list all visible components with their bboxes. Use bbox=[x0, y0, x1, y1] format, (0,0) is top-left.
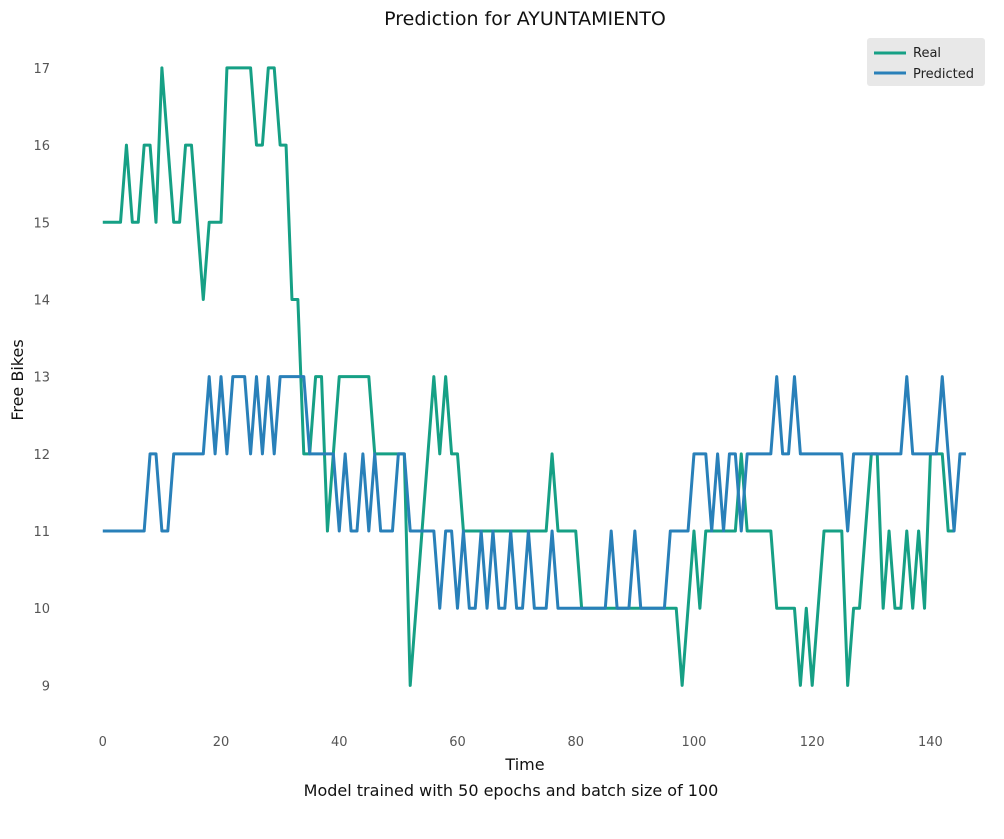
y-tick-label: 10 bbox=[33, 602, 50, 617]
y-tick-label: 16 bbox=[33, 139, 50, 154]
x-tick-label: 0 bbox=[99, 735, 107, 750]
chart-title: Prediction for AYUNTAMIENTO bbox=[384, 8, 666, 30]
x-tick-label: 140 bbox=[918, 735, 943, 750]
y-tick-label: 11 bbox=[33, 525, 50, 540]
chart-caption: Model trained with 50 epochs and batch s… bbox=[304, 781, 719, 800]
series-line-real bbox=[102, 66, 955, 687]
y-axis-label: Free Bikes bbox=[8, 339, 27, 420]
x-tick-label: 100 bbox=[682, 735, 707, 750]
y-tick-label: 13 bbox=[33, 371, 50, 386]
y-tick-label: 17 bbox=[33, 62, 50, 77]
x-axis-label: Time bbox=[504, 755, 544, 774]
legend-label-predicted: Predicted bbox=[913, 67, 974, 82]
y-tick-label: 15 bbox=[33, 216, 50, 231]
series-line-predicted bbox=[102, 375, 966, 610]
x-tick-label: 120 bbox=[800, 735, 825, 750]
x-tick-label: 80 bbox=[567, 735, 584, 750]
legend: Real Predicted bbox=[867, 38, 985, 86]
x-axis-ticks: 0 20 40 60 80 100 120 140 bbox=[99, 735, 943, 750]
x-tick-label: 40 bbox=[331, 735, 348, 750]
x-tick-label: 60 bbox=[449, 735, 466, 750]
y-tick-label: 12 bbox=[33, 448, 50, 463]
y-axis-ticks: 9 10 11 12 13 14 15 16 17 bbox=[33, 62, 50, 695]
y-tick-label: 14 bbox=[33, 293, 50, 308]
x-tick-label: 20 bbox=[213, 735, 230, 750]
plot-lines bbox=[102, 66, 966, 687]
y-tick-label: 9 bbox=[42, 679, 50, 694]
legend-label-real: Real bbox=[913, 46, 941, 61]
